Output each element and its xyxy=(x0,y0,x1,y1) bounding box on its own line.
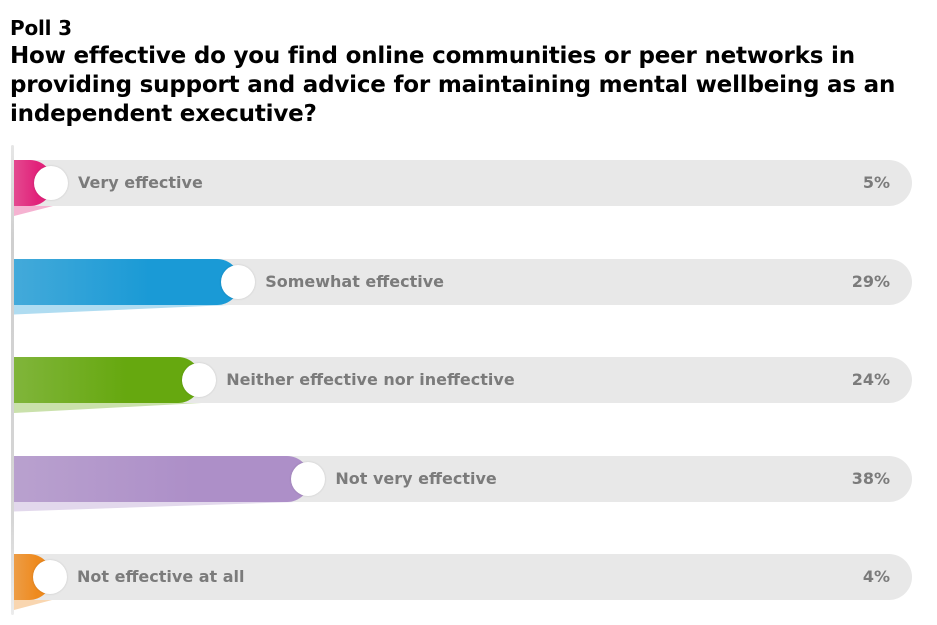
bar-reflection xyxy=(14,403,202,413)
bar-end-knob xyxy=(33,560,67,594)
chart-axis-line xyxy=(11,145,14,615)
bar-fill xyxy=(14,258,241,305)
bar-track xyxy=(14,554,912,600)
bar-end-knob xyxy=(291,461,326,496)
bar-row: Not very effective 38% xyxy=(14,455,912,512)
bar-reflection xyxy=(14,304,241,315)
category-label: Not very effective xyxy=(335,468,497,488)
bar-row: Neither effective nor ineffective 24% xyxy=(14,357,912,413)
bar-row: Somewhat effective 29% xyxy=(14,258,912,315)
bar-fill xyxy=(14,455,311,502)
poll-question: How effective do you find online communi… xyxy=(10,43,896,127)
poll-label: Poll 3 xyxy=(10,16,72,40)
value-label: 5% xyxy=(862,173,890,192)
category-label: Very effective xyxy=(78,173,203,192)
category-label: Somewhat effective xyxy=(265,271,444,291)
value-label: 4% xyxy=(862,567,890,586)
bar-reflection xyxy=(14,206,53,216)
bar-end-knob xyxy=(182,363,217,397)
category-label: Not effective at all xyxy=(77,567,245,586)
bar-track xyxy=(14,160,912,206)
bar-end-knob xyxy=(221,264,256,299)
bar-reflection xyxy=(14,600,52,610)
value-label: 38% xyxy=(851,468,890,488)
category-label: Neither effective nor ineffective xyxy=(226,370,515,389)
bar-reflection xyxy=(14,501,311,512)
value-label: 29% xyxy=(851,271,890,291)
value-label: 24% xyxy=(851,370,890,389)
bar-row: Not effective at all 4% xyxy=(14,554,912,610)
bar-row: Very effective 5% xyxy=(14,160,912,216)
bar-end-knob xyxy=(34,166,68,200)
bar-fill xyxy=(14,357,202,403)
